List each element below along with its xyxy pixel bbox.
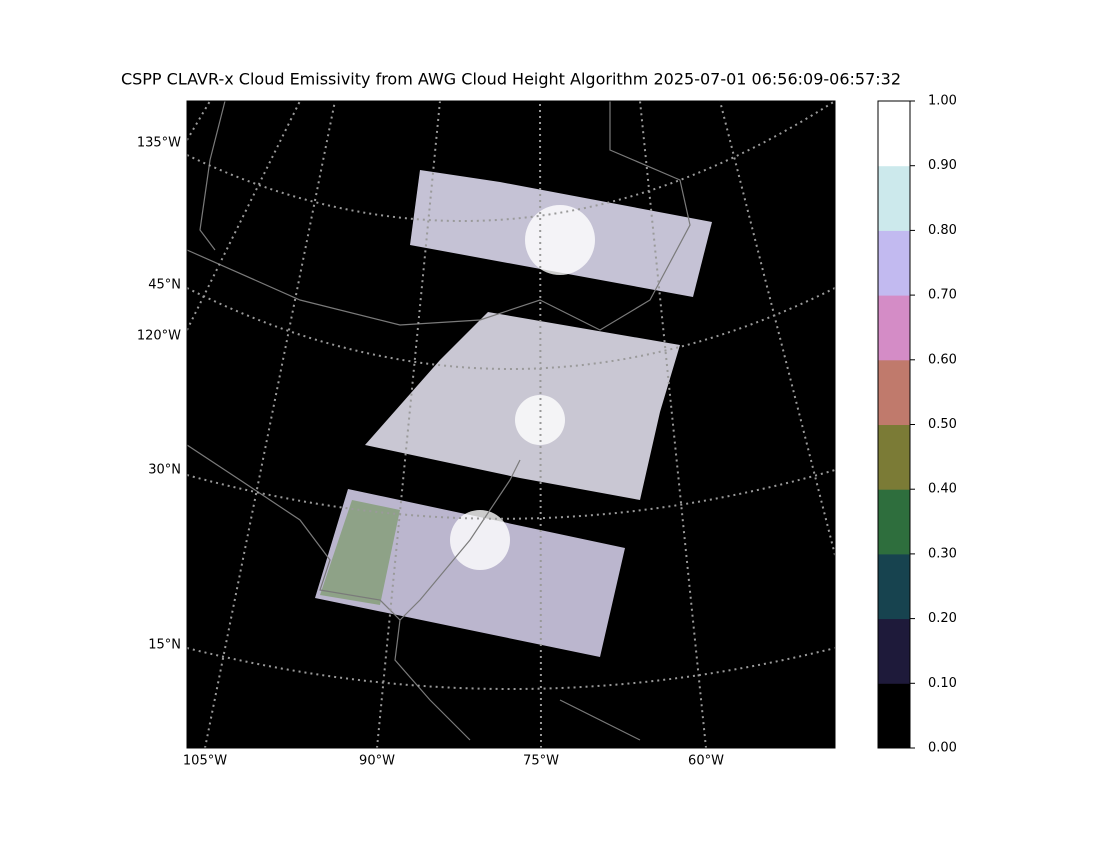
lat-label: 45°N <box>148 278 181 293</box>
colorbar-tick-label: 0.60 <box>928 352 957 367</box>
map <box>186 100 836 749</box>
colorbar-tick-label: 0.00 <box>928 741 957 756</box>
cloud-swaths <box>315 170 712 657</box>
colorbar-tick-label: 0.20 <box>928 611 957 626</box>
colorbar-swatch <box>878 359 910 425</box>
graticule <box>187 101 835 748</box>
lon-labels: 105°W 90°W 75°W 60°W <box>183 754 724 769</box>
colorbar-tick-label: 0.70 <box>928 288 957 303</box>
colorbar-tick-label: 0.80 <box>928 223 957 238</box>
colorbar-tick-label: 0.30 <box>928 546 957 561</box>
colorbar-swatch <box>878 424 910 490</box>
colorbar-swatch <box>878 489 910 555</box>
colorbar-swatch <box>878 101 910 167</box>
title: CSPP CLAVR-x Cloud Emissivity from AWG C… <box>121 70 901 89</box>
colorbar-swatch <box>878 553 910 620</box>
colorbar-swatch <box>878 295 910 361</box>
colorbar-tick-label: 1.00 <box>928 94 957 109</box>
colorbar-tick-label: 0.90 <box>928 158 957 173</box>
lat-label: 120°W <box>137 329 181 344</box>
colorbar-swatch <box>878 683 910 749</box>
map-frame <box>186 100 836 749</box>
lon-label: 75°W <box>523 754 559 769</box>
colorbar-swatch <box>878 165 910 231</box>
lat-label: 15°N <box>148 638 181 653</box>
coastlines <box>187 101 691 741</box>
colorbar: 0.00 0.10 0.20 0.30 0.40 0.50 0.60 0.70 0.80 0.90… <box>877 94 957 756</box>
lon-label: 60°W <box>688 754 724 769</box>
lon-label: 105°W <box>183 754 227 769</box>
colorbar-tick-label: 0.40 <box>928 482 957 497</box>
lon-label: 90°W <box>359 754 395 769</box>
lat-labels: 135°W 45°N 120°W 30°N 15°N <box>137 136 181 653</box>
colorbar-swatch <box>878 230 910 296</box>
colorbar-swatch <box>878 618 910 684</box>
colorbar-tick-label: 0.50 <box>928 417 957 432</box>
lat-label: 30°N <box>148 463 181 478</box>
lat-label: 135°W <box>137 136 181 151</box>
colorbar-tick-label: 0.10 <box>928 676 957 691</box>
